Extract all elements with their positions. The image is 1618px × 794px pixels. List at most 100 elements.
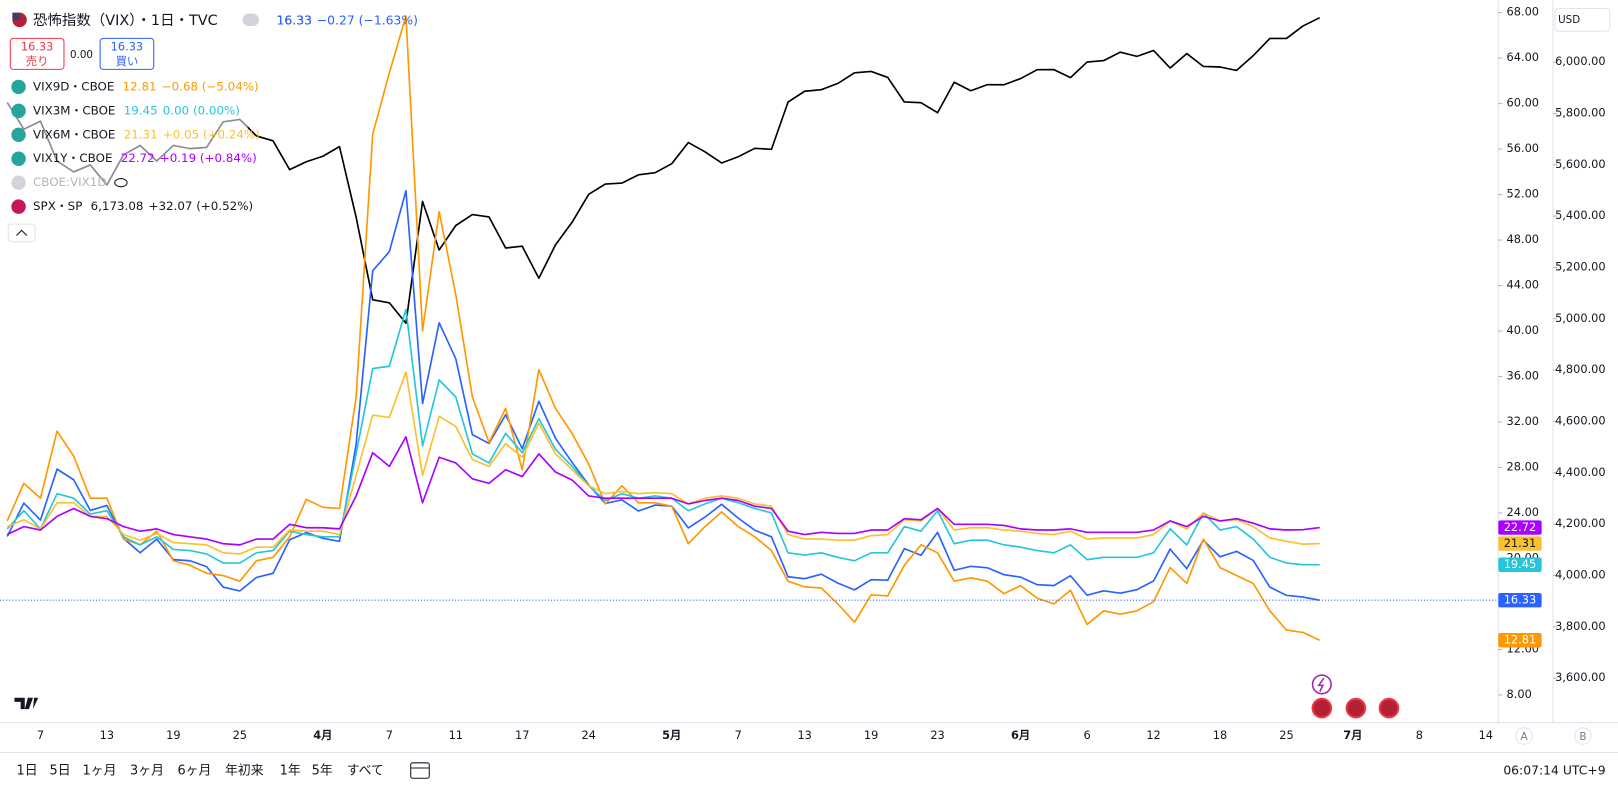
scale-button[interactable]	[1515, 727, 1533, 745]
y2-tick-label: 5,400.00	[1555, 208, 1606, 222]
x-tick-label: 17	[515, 728, 529, 742]
x-tick-label: 12	[1146, 728, 1160, 742]
price-tag	[1498, 557, 1542, 572]
price-tag-label: 16.33	[1504, 593, 1536, 607]
legend-value: 22.72	[121, 151, 155, 165]
clock: 06:07:14 UTC+9	[1503, 764, 1605, 778]
currency: USD	[1558, 14, 1580, 26]
header-value: 16.33	[277, 13, 312, 27]
x-tick-label: 13	[797, 728, 811, 742]
calendar-icon[interactable]	[410, 762, 430, 779]
y-tick-label: 64.00	[1507, 50, 1539, 64]
legend-change: +32.07 (+0.52%)	[149, 199, 254, 213]
range-button[interactable]: 5年	[312, 764, 333, 779]
y2-tick-label: 4,200.00	[1555, 516, 1606, 530]
x-tick-label: 24	[581, 728, 595, 742]
x-tick-label: 25	[233, 728, 247, 742]
x-tick-label: 4月	[313, 728, 332, 742]
series-line	[6, 436, 1320, 546]
sell-button[interactable]	[9, 37, 65, 70]
scale-label: A	[1521, 731, 1528, 743]
event-icon[interactable]	[1311, 697, 1333, 719]
x-tick-label: 25	[1279, 728, 1293, 742]
series-line	[6, 15, 1321, 641]
price-tag	[1498, 520, 1542, 535]
price-tag	[1498, 633, 1542, 648]
range-button[interactable]: 3ヶ月	[130, 764, 164, 779]
hidden-icon[interactable]	[114, 178, 128, 188]
legend-change: +0.05 (+0.24%)	[163, 127, 260, 141]
range-button[interactable]: 1ヶ月	[83, 764, 117, 779]
spread: 0.00	[70, 49, 93, 61]
legend-icon	[11, 127, 26, 143]
range-button[interactable]: すべて	[347, 764, 384, 779]
legend-rows: VIX9D・CBOE 12.81 −0.68 (−5.04%) VIX3M・CBOE 1…	[11, 79, 260, 214]
range-button[interactable]: 5日	[50, 764, 71, 779]
legend-change: −0.68 (−5.04%)	[162, 79, 259, 93]
logo	[14, 697, 39, 710]
x-tick-label: 6月	[1011, 728, 1030, 742]
series-line	[6, 308, 1320, 566]
y-tick-label: 36.00	[1507, 369, 1539, 383]
legend-icon	[11, 151, 26, 166]
y2-tick-label: 3,800.00	[1555, 619, 1606, 633]
y-tick-label: 32.00	[1507, 414, 1539, 428]
legend-icon	[11, 79, 26, 95]
x-tick-label: 8	[1416, 728, 1423, 742]
x-tick-label: 7月	[1343, 728, 1362, 742]
x-tick-label: 18	[1213, 728, 1227, 742]
price-tag-label: 22.72	[1504, 520, 1536, 534]
legend-backdrop	[0, 74, 248, 219]
price-tag	[1498, 592, 1542, 608]
x-tick-label: 11	[449, 728, 463, 742]
y-tick-label: 28.00	[1507, 459, 1539, 473]
y-tick-label: 60.00	[1507, 96, 1539, 110]
y-tick-label: 8.00	[1507, 687, 1532, 701]
legend-icon	[11, 175, 26, 190]
y2-tick-label: 5,800.00	[1555, 105, 1606, 119]
price-tag-label: 21.31	[1504, 536, 1536, 550]
x-tick-label: 19	[864, 728, 878, 742]
legend-toggle[interactable]	[7, 223, 36, 243]
x-tick-label: 13	[100, 728, 114, 742]
range-button[interactable]: 6ヶ月	[177, 764, 211, 779]
legend-value: 12.81	[123, 79, 157, 93]
x-tick-label: 7	[735, 728, 742, 742]
y-tick-label: 40.00	[1507, 323, 1539, 337]
event-icon[interactable]	[1345, 697, 1367, 719]
currency-button[interactable]	[1554, 7, 1611, 32]
series-line	[6, 371, 1320, 555]
toolbar: 1日 5日 1ヶ月 3ヶ月 6ヶ月 年初来 1年 5年 すべて	[17, 764, 384, 779]
scale-label: B	[1579, 731, 1586, 743]
y2-tick-label: 6,000.00	[1555, 54, 1606, 68]
header-change: −0.27 (−1.63%)	[317, 13, 418, 27]
x-tick-label: 19	[166, 728, 180, 742]
collapse-button[interactable]	[242, 13, 260, 27]
legend-name: SPX・SP	[33, 199, 82, 213]
buy-label: 買い	[116, 54, 139, 68]
legend-change: +0.19 (+0.84%)	[160, 151, 257, 165]
range-button[interactable]: 1日	[17, 764, 38, 779]
range-button[interactable]: 1年	[280, 764, 301, 779]
y2-tick-label: 3,600.00	[1555, 670, 1606, 684]
buy-button[interactable]	[99, 37, 155, 70]
legend: 恐怖指数（VIX）・1日・TVC 16.33 −0.27 (−1.63%) 16…	[0, 12, 418, 219]
legend-name: VIX3M・CBOE	[33, 103, 115, 117]
title: 恐怖指数（VIX）・1日・TVC	[33, 12, 218, 29]
y2-tick-label: 4,000.00	[1555, 567, 1606, 581]
x-tick-label: 23	[930, 728, 944, 742]
range-button[interactable]: 年初来	[225, 764, 264, 779]
legend-value: 21.31	[124, 127, 158, 141]
y2-tick-label: 5,600.00	[1555, 157, 1606, 171]
scale-button[interactable]	[1574, 727, 1592, 745]
legend-name: VIX6M・CBOE	[33, 127, 115, 141]
event-icon	[1317, 677, 1325, 692]
event-icon[interactable]	[1378, 697, 1400, 719]
y-tick-label: 52.00	[1507, 187, 1539, 201]
y-tick-label: 56.00	[1507, 141, 1539, 155]
y2-tick-label: 4,600.00	[1555, 413, 1606, 427]
x-tick-label: 5月	[662, 728, 681, 742]
event-icon[interactable]	[1311, 674, 1332, 695]
y-tick-label: 24.00	[1507, 505, 1539, 519]
